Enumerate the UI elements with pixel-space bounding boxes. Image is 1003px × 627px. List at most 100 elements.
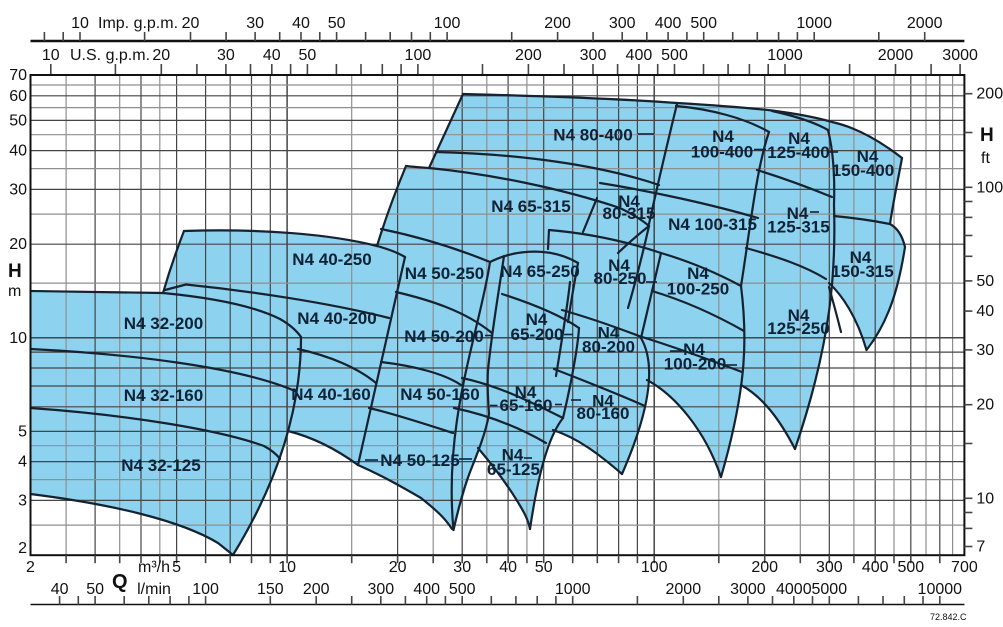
svg-text:65-125: 65-125	[487, 460, 540, 479]
svg-text:3000: 3000	[942, 47, 978, 64]
svg-text:5: 5	[172, 559, 181, 576]
svg-text:N4 40-200: N4 40-200	[297, 309, 376, 328]
svg-text:m: m	[8, 283, 21, 300]
svg-text:10: 10	[976, 490, 994, 507]
svg-text:200: 200	[303, 581, 330, 598]
svg-text:100-400: 100-400	[691, 143, 753, 162]
svg-text:N4 40-160: N4 40-160	[291, 385, 370, 404]
svg-text:N4: N4	[687, 264, 709, 283]
svg-text:N4 50-200: N4 50-200	[404, 327, 483, 346]
svg-text:40: 40	[292, 15, 310, 32]
svg-text:20: 20	[9, 236, 27, 253]
svg-text:1000: 1000	[796, 15, 832, 32]
svg-text:50: 50	[9, 112, 27, 129]
svg-text:40: 40	[9, 143, 27, 160]
svg-text:100: 100	[434, 15, 461, 32]
svg-text:50: 50	[86, 581, 104, 598]
svg-text:125-315: 125-315	[767, 218, 829, 237]
svg-text:1000: 1000	[555, 581, 591, 598]
svg-text:40: 40	[499, 559, 517, 576]
svg-text:3: 3	[18, 492, 27, 509]
svg-text:2000: 2000	[666, 581, 702, 598]
svg-text:100: 100	[405, 47, 432, 64]
svg-text:30: 30	[246, 15, 264, 32]
svg-text:N4 65-250: N4 65-250	[500, 262, 579, 281]
svg-text:50: 50	[299, 47, 317, 64]
svg-text:2: 2	[26, 559, 35, 576]
svg-text:m³/h: m³/h	[138, 559, 170, 576]
svg-text:N4: N4	[526, 310, 548, 329]
svg-text:N4 65-315: N4 65-315	[491, 197, 570, 216]
svg-text:N4 50-250: N4 50-250	[405, 264, 484, 283]
svg-text:100: 100	[641, 559, 668, 576]
svg-text:N4 32-160: N4 32-160	[124, 386, 203, 405]
svg-text:N4: N4	[683, 340, 705, 359]
svg-text:H: H	[8, 261, 22, 282]
svg-text:N4: N4	[850, 248, 872, 267]
svg-text:10000: 10000	[918, 581, 963, 598]
svg-text:2000: 2000	[878, 47, 914, 64]
svg-text:150: 150	[257, 581, 284, 598]
svg-text:20: 20	[152, 47, 170, 64]
svg-text:40: 40	[263, 47, 281, 64]
svg-text:50: 50	[535, 559, 553, 576]
svg-text:50: 50	[328, 15, 346, 32]
svg-text:N4 32-125: N4 32-125	[121, 456, 200, 475]
svg-text:400: 400	[862, 559, 889, 576]
svg-text:200: 200	[976, 86, 1003, 103]
svg-text:65-160: 65-160	[500, 396, 553, 415]
svg-text:80-315: 80-315	[603, 204, 656, 223]
svg-text:N4 40-250: N4 40-250	[292, 250, 371, 269]
svg-text:30: 30	[217, 47, 235, 64]
svg-text:N4: N4	[515, 383, 537, 402]
svg-text:10: 10	[9, 330, 27, 347]
svg-text:500: 500	[897, 559, 924, 576]
svg-text:300: 300	[816, 559, 843, 576]
svg-text:Q: Q	[112, 571, 128, 593]
svg-text:40: 40	[51, 581, 69, 598]
svg-text:N4: N4	[788, 129, 810, 148]
svg-text:150-400: 150-400	[832, 161, 894, 180]
svg-text:Imp. g.p.m.: Imp. g.p.m.	[98, 15, 178, 32]
svg-text:200: 200	[751, 559, 778, 576]
svg-text:500: 500	[690, 15, 717, 32]
svg-text:300: 300	[580, 47, 607, 64]
svg-text:U.S. g.p.m.: U.S. g.p.m.	[70, 47, 150, 64]
svg-text:30: 30	[9, 181, 27, 198]
svg-text:100-200: 100-200	[664, 355, 726, 374]
svg-text:5000: 5000	[812, 581, 848, 598]
svg-text:125-250: 125-250	[767, 319, 829, 338]
svg-text:N4: N4	[712, 127, 734, 146]
svg-text:N4 80-400: N4 80-400	[553, 126, 632, 145]
svg-text:50: 50	[976, 273, 994, 290]
svg-text:100: 100	[976, 179, 1003, 196]
svg-text:N4: N4	[857, 147, 879, 166]
svg-text:N4: N4	[787, 204, 809, 223]
svg-text:400: 400	[626, 47, 653, 64]
svg-text:10: 10	[71, 15, 89, 32]
svg-text:40: 40	[976, 303, 994, 320]
svg-text:80-160: 80-160	[577, 404, 630, 423]
svg-text:80-200: 80-200	[582, 338, 635, 357]
svg-text:200: 200	[544, 15, 571, 32]
svg-text:400: 400	[655, 15, 682, 32]
svg-text:500: 500	[661, 47, 688, 64]
svg-text:3000: 3000	[730, 581, 766, 598]
svg-text:2: 2	[18, 540, 27, 557]
svg-text:N4: N4	[608, 256, 630, 275]
svg-text:150-315: 150-315	[831, 262, 893, 281]
svg-text:400: 400	[413, 581, 440, 598]
svg-text:2000: 2000	[907, 15, 943, 32]
svg-text:72.842.C: 72.842.C	[930, 612, 967, 622]
svg-text:20: 20	[389, 559, 407, 576]
svg-text:500: 500	[449, 581, 476, 598]
svg-text:70: 70	[9, 67, 27, 84]
svg-text:100: 100	[192, 581, 219, 598]
svg-text:80-250: 80-250	[594, 269, 647, 288]
svg-text:300: 300	[367, 581, 394, 598]
svg-text:200: 200	[515, 47, 542, 64]
svg-text:10: 10	[42, 47, 60, 64]
svg-text:N4: N4	[502, 446, 524, 465]
svg-text:60: 60	[9, 88, 27, 105]
svg-text:N4 50-160: N4 50-160	[400, 385, 479, 404]
